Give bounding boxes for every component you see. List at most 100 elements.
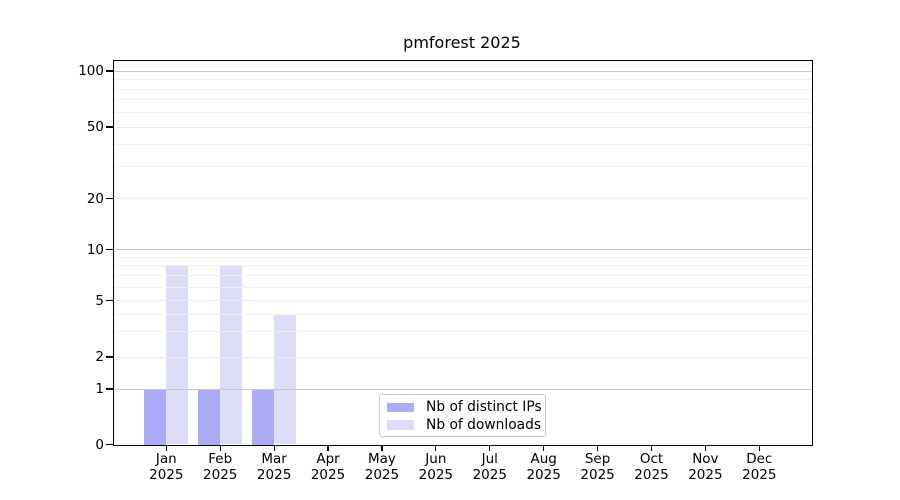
y-gridline-9 [114, 256, 812, 258]
bar-nb-of-distinct-ips-jan [144, 389, 167, 445]
y-tick-5 [105, 299, 113, 302]
x-tick-sep [596, 444, 599, 451]
y-gridline-70 [114, 99, 812, 101]
x-tick-label-mar: Mar 2025 [242, 451, 306, 484]
x-tick-label-year: 2025 [472, 467, 507, 483]
x-tick-label-month: Mar [261, 450, 287, 467]
y-gridline-3 [114, 331, 812, 333]
x-tick-label-month: Jul [481, 450, 498, 467]
x-tick-label-apr: Apr 2025 [296, 451, 360, 484]
y-tick-label-2: 2 [95, 349, 104, 365]
y-tick-20 [105, 197, 113, 200]
x-tick-dec [758, 444, 760, 451]
legend-label-downloads: Nb of downloads [426, 416, 542, 433]
x-tick-oct [650, 444, 653, 451]
x-tick-label-month: Nov [692, 450, 719, 467]
y-gridline-5 [114, 300, 812, 301]
y-tick-label-20: 20 [86, 190, 104, 207]
x-tick-label-month: May [367, 450, 396, 467]
x-tick-feb [219, 444, 221, 451]
x-tick-label-jan: Jan 2025 [134, 451, 198, 484]
legend-swatch-downloads-icon [387, 420, 414, 430]
y-gridline-2 [114, 356, 812, 358]
grid-layer [114, 61, 812, 445]
y-tick-label-100: 100 [78, 63, 104, 79]
y-gridline-30 [114, 166, 812, 168]
legend-item-downloads: Nb of downloads [380, 416, 545, 434]
y-tick-label-5: 5 [95, 292, 104, 309]
y-gridline-7 [114, 275, 812, 277]
y-tick-10 [105, 248, 113, 251]
x-tick-label-month: Apr [316, 450, 340, 467]
x-tick-label-month: Dec [746, 450, 773, 467]
x-tick-label-year: 2025 [418, 467, 454, 483]
y-gridline-100 [114, 70, 812, 72]
bar-nb-of-distinct-ips-mar [252, 389, 275, 445]
y-tick-50 [105, 126, 113, 128]
bar-nb-of-downloads-mar [274, 314, 297, 445]
x-tick-label-feb: Feb 2025 [188, 451, 252, 484]
y-gridline-4 [114, 313, 812, 315]
chart-title: pmforest 2025 [403, 33, 521, 52]
x-tick-label-year: 2025 [580, 467, 615, 483]
x-tick-label-year: 2025 [742, 467, 777, 483]
x-tick-label-jun: Jun 2025 [404, 451, 468, 484]
x-tick-jul [489, 444, 491, 451]
y-gridline-50 [114, 126, 812, 128]
x-tick-label-year: 2025 [688, 467, 723, 483]
x-tick-apr [327, 444, 329, 451]
legend-label-distinct-ips: Nb of distinct IPs [426, 399, 542, 416]
y-gridline-6 [114, 286, 812, 288]
y-gridline-60 [114, 111, 812, 113]
y-tick-label-0: 0 [95, 436, 104, 453]
x-tick-label-oct: Oct 2025 [619, 451, 683, 484]
x-tick-jun [435, 444, 437, 451]
x-tick-label-month: Feb [208, 450, 233, 467]
y-gridline-10 [114, 249, 812, 250]
legend-swatch-distinct-ips-icon [387, 402, 414, 412]
x-tick-label-year: 2025 [203, 467, 238, 483]
axis-layer: 100 50 20 10 5 2 1 0 Jan 2025 Feb 2025 Mar 2025 Apr 202… [78, 61, 812, 483]
y-gridline-90 [114, 79, 812, 80]
legend-item-distinct-ips: Nb of distinct IPs [380, 399, 545, 417]
x-tick-label-month: Oct [639, 450, 664, 467]
x-tick-label-year: 2025 [149, 467, 184, 483]
y-tick-2 [105, 356, 113, 358]
plot-area: 100 50 20 10 5 2 1 0 Jan 2025 Feb 2025 Mar 2025 Apr 202… [78, 59, 813, 483]
y-tick-label-10: 10 [86, 241, 104, 258]
x-tick-label-year: 2025 [364, 467, 400, 483]
x-tick-label-dec: Dec 2025 [727, 451, 791, 484]
x-tick-label-year: 2025 [310, 467, 346, 483]
x-tick-label-year: 2025 [256, 467, 292, 483]
y-gridline-8 [114, 265, 812, 267]
y-tick-1 [105, 388, 113, 390]
y-gridline-40 [114, 143, 812, 145]
y-gridline-1 [114, 388, 812, 390]
x-tick-may [381, 444, 383, 451]
legend: Nb of distinct IPs Nb of downloads [379, 393, 546, 437]
x-tick-label-month: Aug [530, 450, 557, 467]
x-tick-label-year: 2025 [526, 467, 561, 483]
x-tick-label-nov: Nov 2025 [673, 451, 737, 484]
y-tick-label-1: 1 [95, 381, 104, 397]
bar-nb-of-downloads-jan [166, 265, 189, 445]
x-tick-nov [704, 444, 706, 451]
x-tick-label-sep: Sep 2025 [566, 451, 630, 484]
x-tick-label-jul: Jul 2025 [458, 451, 522, 484]
bar-nb-of-distinct-ips-feb [198, 389, 221, 445]
x-tick-label-may: May 2025 [350, 451, 414, 484]
y-tick-100 [105, 70, 113, 72]
x-tick-mar [273, 444, 275, 451]
y-gridline-20 [114, 198, 812, 199]
bars-layer [114, 61, 812, 445]
x-tick-label-month: Jun [425, 450, 447, 467]
x-tick-aug [543, 444, 545, 451]
x-tick-label-year: 2025 [634, 467, 669, 483]
x-tick-label-month: Jan [155, 450, 177, 467]
bar-nb-of-downloads-feb [220, 265, 243, 445]
y-tick-label-50: 50 [86, 119, 104, 135]
x-tick-jan [165, 444, 167, 451]
y-tick-0 [105, 443, 113, 446]
x-tick-label-month: Sep [584, 450, 611, 467]
